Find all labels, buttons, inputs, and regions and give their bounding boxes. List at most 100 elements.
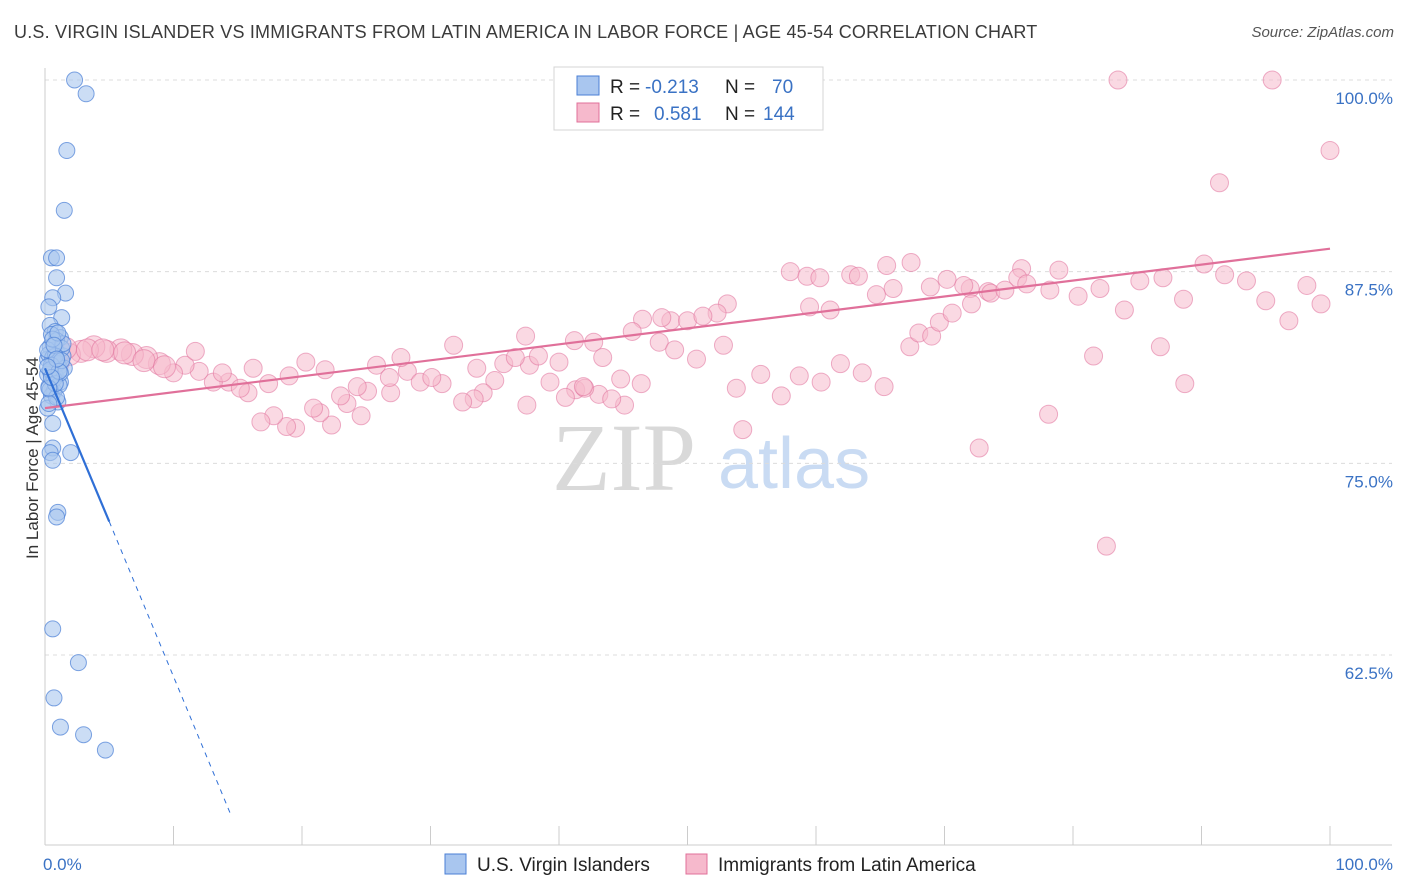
latin-america-point: [874, 377, 894, 397]
x-tick-label-0: 0.0%: [43, 855, 82, 874]
virgin-islander-point: [44, 451, 62, 469]
virgin-islander-point: [75, 726, 93, 744]
latin-america-point: [1153, 268, 1173, 288]
latin-america-point: [954, 275, 974, 295]
series-legend: U.S. Virgin Islanders Immigrants from La…: [444, 853, 976, 876]
latin-america-point: [304, 398, 324, 418]
x-tick-label-1: 100.0%: [1335, 855, 1393, 874]
latin-america-trendline: [44, 247, 1331, 410]
legend-n-label-blue: N =: [725, 77, 755, 98]
legend-swatch-blue: [576, 75, 600, 96]
latin-america-point: [811, 372, 831, 392]
legend-n-value-blue: 70: [772, 77, 793, 98]
latin-america-point: [1311, 294, 1331, 314]
latin-america-point: [230, 378, 250, 398]
latin-america-point: [243, 358, 263, 378]
latin-america-point: [1256, 291, 1276, 311]
latin-america-point: [259, 374, 279, 394]
latin-america-point: [929, 312, 949, 332]
latin-america-point: [1049, 260, 1069, 280]
latin-america-point: [1175, 374, 1195, 394]
bottom-legend-swatch-pink: [685, 853, 708, 875]
legend-r-label-pink: R =: [610, 104, 640, 125]
latin-america-point: [937, 269, 957, 289]
latin-america-point: [279, 366, 299, 386]
y-tick-label-3: 100.0%: [1335, 89, 1393, 108]
virgin-islander-point: [44, 620, 62, 638]
bottom-legend-swatch-blue: [444, 853, 467, 875]
latin-america-point: [153, 355, 177, 379]
latin-america-point: [726, 378, 746, 398]
virgin-islander-point: [69, 654, 87, 672]
latin-america-point: [1096, 536, 1116, 556]
latin-america-point: [593, 348, 613, 368]
virgin-islander-point: [40, 298, 58, 316]
latin-america-point: [132, 349, 156, 373]
virgin-islander-point: [77, 85, 95, 103]
latin-america-point: [1174, 289, 1194, 309]
bottom-legend-label-pink: Immigrants from Latin America: [718, 855, 976, 876]
latin-america-point: [517, 395, 537, 415]
latin-america-point: [920, 277, 940, 297]
latin-america-point: [877, 256, 897, 276]
latin-america-point: [1090, 279, 1110, 299]
virgin-islander-point: [48, 269, 66, 287]
latin-america-point: [347, 377, 367, 397]
latin-america-point: [296, 352, 316, 372]
latin-america-point: [331, 386, 351, 406]
latin-america-point: [549, 352, 569, 372]
latin-america-point: [1209, 173, 1229, 193]
latin-america-point: [942, 303, 962, 323]
latin-america-point: [467, 358, 487, 378]
latin-america-point: [540, 372, 560, 392]
bottom-legend-label-blue: U.S. Virgin Islanders: [477, 855, 650, 876]
latin-america-point: [611, 369, 631, 389]
latin-america-point: [780, 262, 800, 282]
latin-america-point: [652, 308, 672, 328]
latin-america-point: [693, 306, 713, 326]
latin-america-point: [622, 321, 642, 341]
virgin-islander-point: [66, 71, 84, 89]
latin-america-point: [212, 363, 232, 383]
virgin-islander-point: [45, 336, 63, 354]
latin-america-point: [883, 279, 903, 299]
latin-america-point: [1040, 280, 1060, 300]
latin-america-point: [1320, 141, 1340, 161]
virgin-islander-point: [62, 444, 80, 462]
latin-america-point: [391, 348, 411, 368]
latin-america-point: [631, 374, 651, 394]
latin-america-point: [866, 285, 886, 305]
latin-america-point: [848, 266, 868, 286]
latin-america-point: [1236, 271, 1256, 291]
latin-america-point: [810, 268, 830, 288]
latin-america-point: [315, 360, 335, 380]
latin-america-point: [1297, 275, 1317, 295]
latin-america-point: [1150, 337, 1170, 357]
y-tick-label-1: 75.0%: [1345, 472, 1393, 491]
legend-r-value-blue: -0.213: [645, 77, 699, 98]
latin-america-point: [505, 348, 525, 368]
latin-america-point: [1114, 300, 1134, 320]
virgin-islander-point: [48, 508, 66, 526]
latin-america-point: [733, 420, 753, 440]
virgin-islander-point: [44, 414, 62, 432]
latin-america-point: [444, 335, 464, 355]
virgin-islander-point: [45, 689, 63, 707]
latin-america-point: [277, 417, 297, 437]
tick-labels: 62.5% 75.0% 87.5% 100.0% 0.0% 100.0%: [43, 89, 1393, 874]
latin-america-point: [516, 326, 536, 346]
trendlines: [43, 247, 1331, 817]
latin-america-point: [1108, 70, 1128, 90]
latin-america-point: [555, 387, 575, 407]
latin-america-point: [1084, 346, 1104, 366]
latin-america-point: [789, 366, 809, 386]
latin-america-point: [901, 252, 921, 272]
latin-america-point: [771, 386, 791, 406]
virgin-islander-point: [55, 201, 73, 219]
legend-n-value-pink: 144: [763, 104, 795, 125]
y-tick-label-2: 87.5%: [1345, 281, 1393, 300]
latin-america-point: [379, 367, 399, 387]
latin-america-points: [46, 70, 1340, 556]
latin-america-point: [113, 341, 137, 365]
latin-america-point: [1039, 404, 1059, 424]
